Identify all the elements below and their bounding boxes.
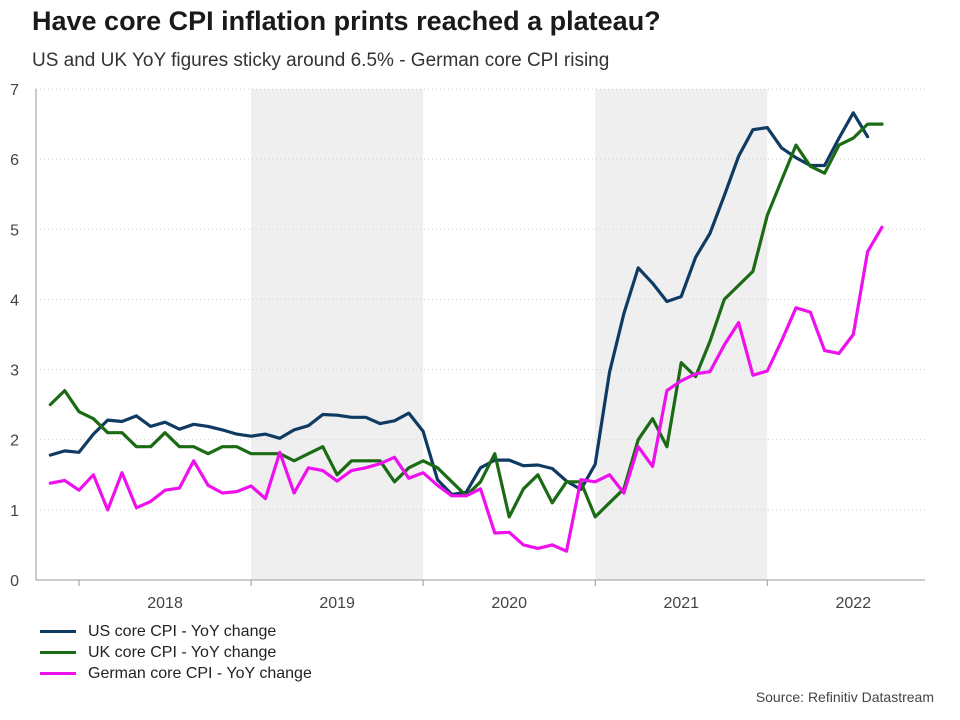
legend-swatch-us [40,630,76,633]
source-note: Source: Refinitiv Datastream [755,689,934,705]
shaded-band-2021 [595,89,768,580]
us-core-cpi-line [48,111,870,496]
legend-label-us: US core CPI - YoY change [88,622,277,640]
chart-title: Have core CPI inflation prints reached a… [32,6,661,36]
chart-subtitle: US and UK YoY figures sticky around 6.5%… [32,50,610,71]
y-tick-label-6: 6 [10,152,19,169]
x-tick-label-2018: 2018 [147,595,183,612]
legend-swatch-germany [40,672,76,675]
x-tick-label-2021: 2021 [663,595,699,612]
legend-item-uk: UK core CPI - YoY change [40,642,312,663]
y-tick-label-5: 5 [10,222,19,239]
legend-swatch-uk [40,651,76,654]
y-tick-label-7: 7 [10,82,19,99]
y-tick-label-0: 0 [10,573,19,590]
y-tick-label-4: 4 [10,292,19,309]
legend-item-germany: German core CPI - YoY change [40,663,312,684]
y-tick-label-2: 2 [10,433,19,450]
x-tick-label-2020: 2020 [491,595,527,612]
legend-label-germany: German core CPI - YoY change [88,664,312,682]
x-tick-label-2019: 2019 [319,595,355,612]
y-tick-label-3: 3 [10,363,19,380]
x-tick-label-2022: 2022 [836,595,872,612]
shaded-band-2019 [251,89,424,580]
legend-item-us: US core CPI - YoY change [40,621,312,642]
legend-label-uk: UK core CPI - YoY change [88,643,277,661]
german-core-cpi-line [48,225,884,553]
legend: US core CPI - YoY change UK core CPI - Y… [40,621,312,684]
y-tick-label-1: 1 [10,503,19,520]
